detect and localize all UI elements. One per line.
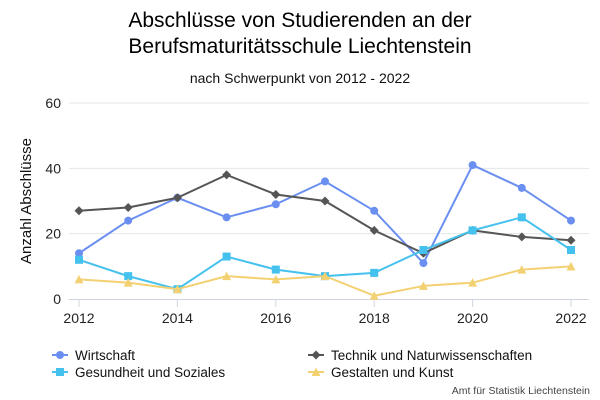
data-point-wirtschaft [271,200,280,209]
x-tick-label: 2020 [457,310,488,326]
data-point-gestalten-und-kunst [517,265,527,274]
data-point-wirtschaft [222,213,231,222]
data-point-gesundheit-und-soziales [124,272,133,281]
data-point-gesundheit-und-soziales [567,246,575,254]
legend-item-gesundheit-und-soziales[interactable]: Gesundheit und Soziales [52,365,225,380]
data-point-technik-und-naturwissenschaften [74,206,84,216]
series-wirtschaft [75,161,575,268]
series-line-gestalten-und-kunst [78,265,572,297]
data-point-technik-und-naturwissenschaften [369,225,379,235]
data-point-wirtschaft [468,161,477,170]
data-point-gestalten-und-kunst [123,278,133,287]
data-point-technik-und-naturwissenschaften [517,232,527,242]
series-group [74,161,576,300]
data-point-gesundheit-und-soziales [370,268,379,277]
data-point-wirtschaft [517,183,526,192]
legend-item-technik-und-naturwissenschaften[interactable]: Technik und Naturwissenschaften [308,348,532,363]
x-tick-label: 2016 [260,310,291,326]
legend-label: Gestalten und Kunst [331,365,454,380]
legend-swatch-marker [311,350,321,360]
legend-swatch-marker [311,367,321,376]
data-point-gestalten-und-kunst [320,271,330,281]
data-point-gestalten-und-kunst [369,291,379,300]
x-tick-label: 2014 [162,310,193,326]
data-point-technik-und-naturwissenschaften [566,235,576,245]
data-point-gesundheit-und-soziales [222,252,231,261]
data-point-gesundheit-und-soziales [468,226,477,235]
data-point-wirtschaft [124,216,133,225]
legend-swatch-marker [56,368,64,376]
y-tick-label: 20 [45,226,61,242]
data-point-technik-und-naturwissenschaften [271,189,281,199]
data-point-technik-und-naturwissenschaften [172,193,182,203]
chart-credit: Amt für Statistik Liechtenstein [452,385,590,397]
data-point-wirtschaft [567,216,575,225]
data-point-gestalten-und-kunst [418,281,428,290]
y-axis-ticks: 0 20 40 60 [45,95,61,307]
data-point-gestalten-und-kunst [222,271,232,281]
y-tick-label: 60 [45,95,61,111]
legend-swatch-marker [56,351,64,359]
x-tick-label: 2012 [63,310,94,326]
data-point-gestalten-und-kunst [566,261,576,271]
chart-title-line-2: Berufsmaturitätsschule Liechtenstein [128,35,471,58]
data-point-wirtschaft [321,177,329,186]
data-point-gestalten-und-kunst [468,278,478,287]
data-point-gesundheit-und-soziales [419,246,428,254]
series-line-technik-und-naturwissenschaften [78,173,572,255]
data-point-gestalten-und-kunst [74,274,84,284]
y-axis-title: Anzahl Abschlüsse [18,138,35,264]
legend: Wirtschaft Technik und Naturwissenschafte… [52,348,532,380]
series-gestalten-und-kunst [74,261,576,300]
legend-label: Gesundheit und Soziales [75,365,225,380]
y-tick-label: 40 [45,160,61,176]
legend-item-wirtschaft[interactable]: Wirtschaft [52,348,135,363]
legend-item-gestalten-und-kunst[interactable]: Gestalten und Kunst [308,365,454,380]
data-point-gesundheit-und-soziales [517,213,526,222]
data-point-gesundheit-und-soziales [75,255,83,264]
y-tick-label: 0 [53,291,61,307]
x-axis-ticks: 2012 2014 2016 2018 2020 2022 [63,299,587,326]
series-gesundheit-und-soziales [75,213,575,294]
data-point-technik-und-naturwissenschaften [222,170,232,180]
data-point-gesundheit-und-soziales [271,265,280,274]
data-point-gestalten-und-kunst [172,284,182,294]
data-point-gestalten-und-kunst [271,274,281,284]
legend-label: Technik und Naturwissenschaften [331,348,532,363]
data-point-wirtschaft [419,259,428,268]
data-point-technik-und-naturwissenschaften [123,203,133,213]
chart-title-line-1: Abschlüsse von Studierenden an der [128,9,471,32]
data-point-wirtschaft [370,206,379,215]
data-point-wirtschaft [75,249,83,258]
x-tick-label: 2018 [359,310,390,326]
legend-label: Wirtschaft [75,348,135,363]
chart-subtitle: nach Schwerpunkt von 2012 - 2022 [190,70,410,86]
x-tick-label: 2022 [555,310,586,326]
gridlines [69,102,589,235]
data-point-technik-und-naturwissenschaften [320,196,330,206]
